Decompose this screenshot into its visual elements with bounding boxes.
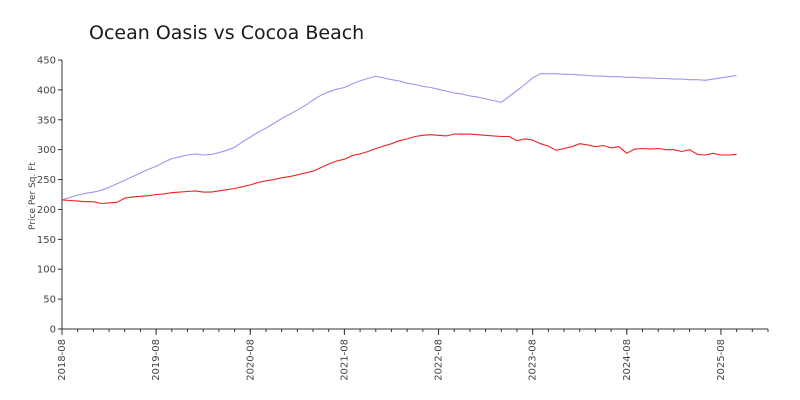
- series-line-1: [61, 73, 737, 201]
- x-tick-label: 2019-08: [151, 339, 162, 381]
- x-axis: 2018-08 2019-08 2020-08 2021-08 2022-08 2023-…: [57, 328, 769, 381]
- x-tick-label: 2018-08: [57, 339, 68, 381]
- x-tick-label: 2024-08: [622, 339, 633, 381]
- y-tick-label: 450: [37, 56, 56, 67]
- y-tick-label: 100: [37, 265, 56, 276]
- y-tick-label: 50: [43, 295, 56, 306]
- x-tick-label: 2022-08: [434, 339, 445, 381]
- x-tick-label: 2021-08: [339, 339, 350, 381]
- x-tick-label: 2025-08: [716, 339, 727, 381]
- y-axis-label: Price Per Sq. Ft: [28, 162, 38, 230]
- y-tick-label: 200: [37, 205, 56, 216]
- y-tick-label: 350: [37, 115, 56, 126]
- chart-title: Ocean Oasis vs Cocoa Beach: [89, 22, 364, 44]
- y-tick-label: 150: [37, 235, 56, 246]
- x-tick-label: 2023-08: [528, 339, 539, 381]
- y-tick-label: 400: [37, 85, 56, 96]
- y-tick-label: 300: [37, 145, 56, 156]
- series-lines: [61, 73, 737, 205]
- y-tick-label: 0: [50, 325, 56, 336]
- series-line-2: [61, 133, 737, 205]
- x-tick-label: 2020-08: [245, 339, 256, 381]
- y-tick-label: 250: [37, 175, 56, 186]
- y-axis: 0 50 100 150 200 250 300 350 400 450: [37, 56, 63, 336]
